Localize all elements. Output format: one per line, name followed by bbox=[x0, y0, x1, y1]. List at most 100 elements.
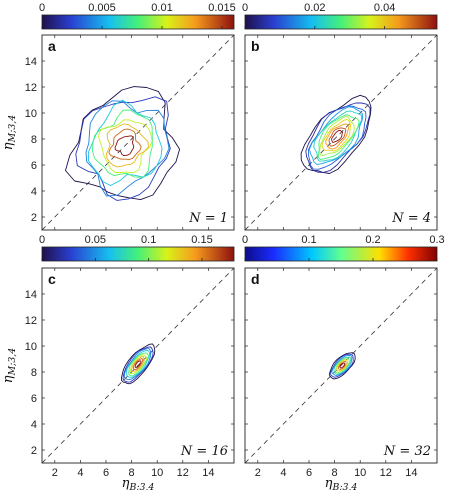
colorbar-tick-label: 0.02 bbox=[304, 2, 325, 14]
contour-line bbox=[122, 346, 154, 383]
panel-b: 0 0.02 0.04 b N = 4 bbox=[242, 2, 438, 231]
x-tick-label: 6 bbox=[103, 467, 109, 479]
y-tick-label: 10 bbox=[25, 341, 37, 353]
x-tick-label: 14 bbox=[405, 467, 417, 479]
y-tick-label: 4 bbox=[31, 186, 37, 198]
contour-line bbox=[330, 353, 354, 378]
colorbar bbox=[244, 246, 438, 262]
x-tick-label: 2 bbox=[255, 467, 261, 479]
contour-line bbox=[317, 114, 360, 160]
contour-line bbox=[329, 352, 356, 380]
panel-label: d bbox=[251, 271, 260, 287]
sample-size-annotation: N = 16 bbox=[180, 444, 228, 459]
y-axis-label: ηM;3,4 bbox=[1, 348, 18, 383]
contour-line bbox=[328, 127, 347, 147]
contour-group bbox=[329, 352, 356, 380]
colorbar-tick-label: 0.005 bbox=[88, 2, 116, 14]
x-tick-label: 14 bbox=[202, 467, 214, 479]
panel-a: 0 0.005 0.01 0.015 2 4 6 8 10 12 14 a N = 1 ηM;3,4 bbox=[1, 2, 236, 231]
x-tick-label: 4 bbox=[280, 467, 286, 479]
colorbar-tick-label: 0.01 bbox=[151, 2, 172, 14]
identity-line bbox=[244, 34, 438, 231]
contour-line bbox=[336, 359, 349, 372]
contour-group bbox=[121, 343, 156, 385]
colorbar bbox=[41, 246, 235, 262]
contour-line bbox=[123, 348, 152, 380]
y-tick-label: 8 bbox=[31, 367, 37, 379]
contour-line bbox=[132, 358, 143, 370]
sample-size-annotation: N = 32 bbox=[383, 444, 431, 459]
x-tick-label: 12 bbox=[380, 467, 392, 479]
colorbar bbox=[244, 14, 438, 30]
contour-line bbox=[333, 356, 352, 375]
colorbar-tick-label: 0 bbox=[39, 2, 45, 14]
y-tick-label: 6 bbox=[31, 160, 37, 172]
contour-line bbox=[337, 360, 347, 370]
y-tick-label: 12 bbox=[25, 315, 37, 327]
y-tick-label: 12 bbox=[25, 82, 37, 94]
colorbar-tick-label: 0 bbox=[39, 234, 45, 246]
contour-line bbox=[121, 343, 156, 385]
contour-line bbox=[85, 100, 170, 197]
contour-line bbox=[130, 355, 145, 372]
x-tick-label: 6 bbox=[306, 467, 312, 479]
contour-line bbox=[313, 110, 362, 162]
contour-line bbox=[335, 358, 350, 374]
y-tick-label: 14 bbox=[25, 289, 37, 301]
y-axis-label: ηM;3,4 bbox=[1, 115, 18, 150]
colorbar-tick-label: 0 bbox=[242, 2, 248, 14]
colorbar-tick-label: 0.1 bbox=[301, 234, 316, 246]
identity-line bbox=[41, 267, 235, 464]
colorbar-tick-label: 0.1 bbox=[141, 234, 156, 246]
contour-line bbox=[308, 106, 364, 165]
contour-line bbox=[129, 354, 147, 375]
contour-line bbox=[128, 352, 149, 377]
x-tick-label: 12 bbox=[177, 467, 189, 479]
y-tick-label: 14 bbox=[25, 56, 37, 68]
contour-group bbox=[300, 94, 372, 174]
contour-group bbox=[65, 86, 181, 201]
panel-d: 0 0.1 0.2 0.3 2 4 6 8 10 12 14 d N = 32 ηB;3,4 bbox=[242, 234, 445, 493]
panel-label: c bbox=[48, 271, 56, 287]
y-tick-label: 6 bbox=[31, 393, 37, 405]
colorbar-tick-label: 0.2 bbox=[365, 234, 380, 246]
y-tick-label: 2 bbox=[31, 212, 37, 224]
y-tick-label: 2 bbox=[31, 445, 37, 457]
contour-line bbox=[300, 94, 372, 174]
panel-label: b bbox=[251, 38, 260, 54]
contour-line bbox=[98, 119, 153, 174]
contour-line bbox=[307, 105, 367, 170]
x-tick-label: 8 bbox=[332, 467, 338, 479]
x-axis-label: ηB;3,4 bbox=[325, 476, 358, 490]
colorbar-tick-label: 0.15 bbox=[191, 234, 212, 246]
contour-line bbox=[106, 123, 149, 168]
x-tick-label: 10 bbox=[151, 467, 163, 479]
identity-line bbox=[244, 267, 438, 464]
contour-line bbox=[114, 135, 135, 156]
x-axis-label: ηB;3,4 bbox=[122, 476, 155, 490]
colorbar-tick-label: 0.015 bbox=[208, 2, 236, 14]
contour-line bbox=[331, 129, 343, 143]
x-tick-label: 2 bbox=[52, 467, 58, 479]
x-tick-label: 10 bbox=[354, 467, 366, 479]
panel-label: a bbox=[48, 38, 56, 54]
contour-line bbox=[108, 128, 142, 160]
contour-line bbox=[126, 349, 150, 378]
contour-line bbox=[319, 116, 355, 156]
y-tick-label: 10 bbox=[25, 108, 37, 120]
sample-size-annotation: N = 1 bbox=[188, 211, 228, 226]
contour-line bbox=[321, 118, 351, 152]
colorbar-tick-label: 0.3 bbox=[429, 234, 444, 246]
x-tick-label: 4 bbox=[77, 467, 83, 479]
contour-line bbox=[88, 99, 163, 186]
contour-line bbox=[134, 360, 142, 369]
contour-line bbox=[92, 109, 153, 178]
x-tick-label: 8 bbox=[129, 467, 135, 479]
y-tick-label: 4 bbox=[31, 419, 37, 431]
colorbar bbox=[41, 14, 235, 30]
colorbar-tick-label: 0 bbox=[242, 234, 248, 246]
panel-c: 0 0.05 0.1 0.15 2 4 6 8 10 12 14 2 4 6 8 10 12 14 c N = 16 η… bbox=[1, 234, 235, 493]
contour-line bbox=[325, 123, 350, 150]
colorbar-tick-label: 0.04 bbox=[374, 2, 395, 14]
